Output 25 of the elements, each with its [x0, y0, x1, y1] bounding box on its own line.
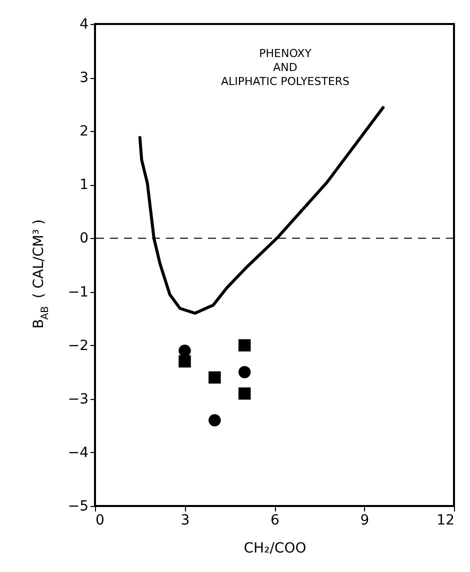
y-tick-label: 2	[80, 124, 88, 140]
point	[178, 344, 191, 357]
y-tick-label: −2	[68, 338, 88, 354]
point	[238, 387, 251, 400]
y-tick-label: −4	[68, 444, 89, 461]
y-tick-label: −1	[68, 284, 88, 300]
y-tick-label: 1	[80, 177, 88, 194]
x-tick-label: 9	[360, 512, 370, 528]
annotation: PHENOXY AND ALIPHATIC POLYESTERS	[221, 47, 350, 88]
y-tick-label: −5	[68, 498, 88, 514]
x-tick-label: 0	[96, 512, 104, 528]
y-tick-label: 4	[80, 16, 89, 32]
x-tick-label: 3	[180, 512, 190, 528]
point	[208, 414, 221, 426]
x-tick-label: 6	[270, 512, 280, 528]
y-tick-label: 0	[80, 230, 88, 247]
y-tick-label: 3	[80, 70, 88, 86]
y-axis-title: BAB ( CAL/CM³ )	[31, 219, 51, 329]
point	[208, 371, 221, 384]
x-tick-label: 12	[436, 512, 454, 528]
point	[238, 339, 251, 352]
y-tick-label: −3	[68, 391, 88, 408]
point	[178, 355, 191, 368]
point	[238, 366, 251, 378]
x-axis-title: CH₂/COO	[244, 540, 306, 556]
